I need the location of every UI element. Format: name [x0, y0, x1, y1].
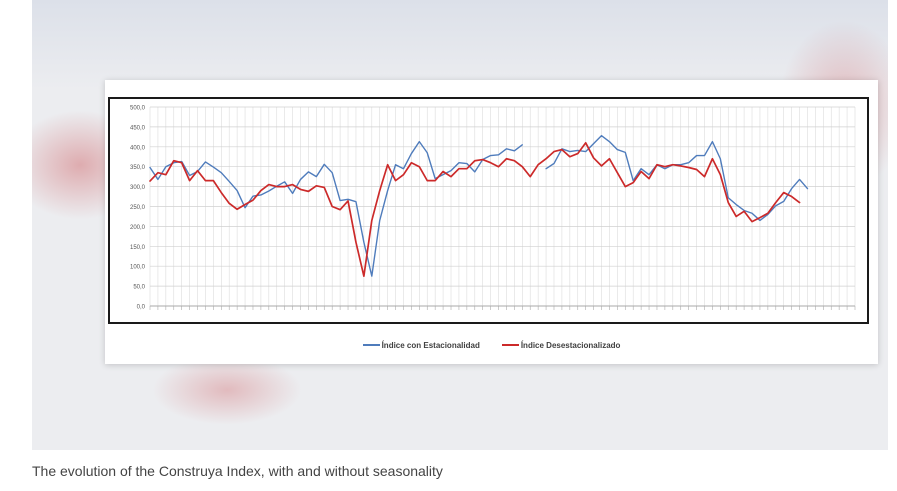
y-tick-label: 50,0 [133, 285, 145, 291]
legend-label-seasonal: Índice con Estacionalidad [381, 340, 480, 350]
y-tick-label: 500,0 [130, 106, 146, 112]
y-tick-label: 100,0 [130, 265, 146, 271]
y-tick-label: 350,0 [130, 165, 146, 171]
figure-background: 0,0 50,0 100,0 150,0 200,0 250,0 300,0 350,0 400… [32, 0, 888, 450]
series-line-seasonal [149, 134, 809, 277]
line-chart: 0,0 50,0 100,0 150,0 200,0 250,0 300,0 350,0 400… [130, 106, 856, 311]
y-tick-label: 450,0 [130, 125, 146, 131]
legend-swatch-red [501, 344, 519, 346]
y-tick-label: 400,0 [130, 145, 146, 151]
legend-label-deseasonalized: Índice Desestacionalizado [520, 340, 621, 350]
legend-item-deseasonalized: Índice Desestacionalizado [501, 340, 621, 350]
y-tick-label: 250,0 [130, 205, 146, 211]
legend-swatch-blue [362, 344, 380, 346]
chart-card: 0,0 50,0 100,0 150,0 200,0 250,0 300,0 350,0 400… [105, 80, 878, 364]
y-tick-label: 200,0 [130, 225, 146, 231]
y-tick-label: 300,0 [130, 185, 146, 191]
series-line-deseasonalized [149, 141, 801, 277]
background-blur [152, 355, 302, 425]
background-blur [32, 0, 888, 90]
figure-caption: The evolution of the Construya Index, wi… [32, 463, 443, 479]
legend-item-seasonal: Índice con Estacionalidad [362, 340, 480, 350]
y-tick-label: 150,0 [130, 245, 146, 251]
y-tick-label: 0,0 [137, 305, 146, 311]
chart-frame: 0,0 50,0 100,0 150,0 200,0 250,0 300,0 350,0 400… [108, 97, 869, 324]
chart-legend: Índice con Estacionalidad Índice Desesta… [105, 338, 878, 352]
